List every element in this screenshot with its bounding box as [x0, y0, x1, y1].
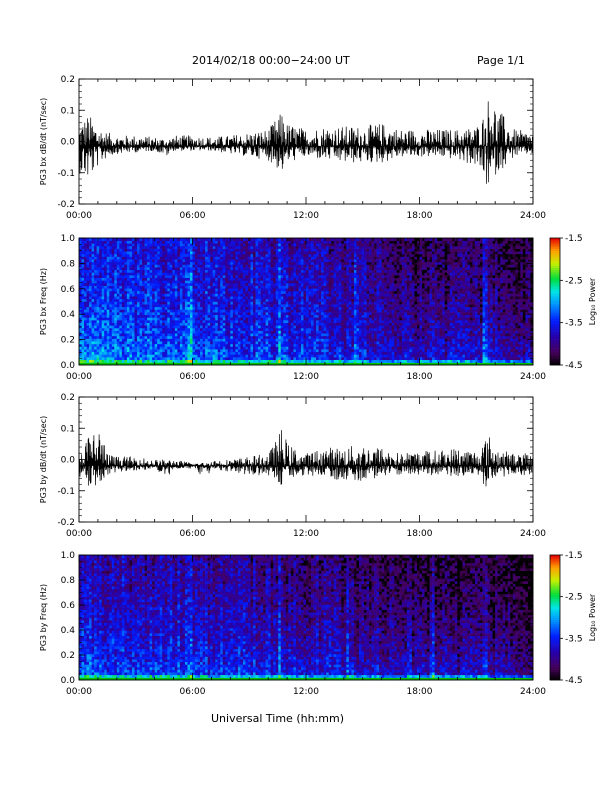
x-tick-label: 12:00	[293, 211, 319, 221]
y-tick-label: 0.6	[61, 601, 76, 611]
y-tick-label: 0.2	[61, 651, 75, 661]
colorbar-label: Log₁₀ Power	[588, 593, 597, 641]
y-tick-label: 0.2	[61, 75, 75, 85]
y-tick-label: 0.4	[61, 310, 76, 320]
x-tick-label: 18:00	[407, 211, 433, 221]
y-axis-label: PG3 by dB/dt (nT/sec)	[39, 416, 48, 503]
colorbar-tick-label: -1.5	[565, 234, 583, 244]
y-tick-label: 0.1	[61, 106, 75, 116]
x-tick-label: 00:00	[66, 687, 92, 697]
y-tick-label: 1.0	[61, 551, 76, 561]
x-tick-label: 06:00	[180, 687, 206, 697]
colorbar-2: -1.5 -2.5 -3.5 -4.5 Log₁₀ Power	[550, 551, 597, 686]
y-tick-label: -0.2	[57, 518, 75, 528]
x-tick-label: 18:00	[407, 372, 433, 382]
y-tick-label: 0.1	[61, 424, 75, 434]
x-tick-label: 24:00	[520, 687, 546, 697]
y-tick-label: 0.8	[61, 259, 76, 269]
y-tick-label: -0.1	[57, 169, 75, 179]
y-axis-label: PG3 by Freq (Hz)	[39, 584, 48, 651]
y-tick-label: 0.0	[61, 138, 76, 148]
y-tick-label: 0.6	[61, 285, 76, 295]
y-tick-label: 0.0	[61, 361, 76, 371]
x-tick-label: 06:00	[180, 372, 206, 382]
colorbar-tick-label: -4.5	[565, 361, 583, 371]
x-tick-label: 24:00	[520, 372, 546, 382]
y-axis-label: PG3 bx dB/dt (nT/sec)	[39, 98, 48, 185]
series-line-panel-1	[79, 101, 533, 183]
x-tick-label: 06:00	[180, 529, 206, 539]
x-tick-label: 06:00	[180, 211, 206, 221]
series-line-panel-3	[79, 430, 533, 486]
colorbar-1: -1.5 -2.5 -3.5 -4.5 Log₁₀ Power	[550, 234, 597, 371]
x-tick-label: 00:00	[66, 529, 92, 539]
x-tick-label: 24:00	[520, 529, 546, 539]
x-axis-label: Universal Time (hh:mm)	[211, 712, 344, 725]
x-tick-label: 00:00	[66, 211, 92, 221]
y-tick-label: 0.4	[61, 626, 76, 636]
x-tick-label: 18:00	[407, 529, 433, 539]
colorbar-tick-label: -1.5	[565, 551, 583, 561]
colorbar-tick-label: -3.5	[565, 319, 583, 329]
x-tick-label: 18:00	[407, 687, 433, 697]
y-tick-label: -0.2	[57, 200, 75, 210]
y-tick-label: 0.0	[61, 456, 76, 466]
spectrogram-panel-2	[79, 238, 533, 365]
y-tick-label: 0.0	[61, 676, 76, 686]
colorbar-tick-label: -4.5	[565, 676, 583, 686]
y-tick-label: -0.1	[57, 487, 75, 497]
spectrogram-panel-4	[79, 555, 533, 680]
x-tick-label: 12:00	[293, 372, 319, 382]
y-tick-label: 0.2	[61, 393, 75, 403]
x-tick-label: 12:00	[293, 687, 319, 697]
x-tick-label: 00:00	[66, 372, 92, 382]
x-tick-label: 12:00	[293, 529, 319, 539]
colorbar-tick-label: -3.5	[565, 634, 583, 644]
y-tick-label: 0.8	[61, 576, 76, 586]
x-tick-label: 24:00	[520, 211, 546, 221]
y-tick-label: 1.0	[61, 234, 76, 244]
colorbar-tick-label: -2.5	[565, 593, 583, 603]
y-axis-label: PG3 bx Freq (Hz)	[39, 268, 48, 335]
colorbar-tick-label: -2.5	[565, 276, 583, 286]
colorbar-label: Log₁₀ Power	[588, 277, 597, 325]
y-tick-label: 0.2	[61, 336, 75, 346]
